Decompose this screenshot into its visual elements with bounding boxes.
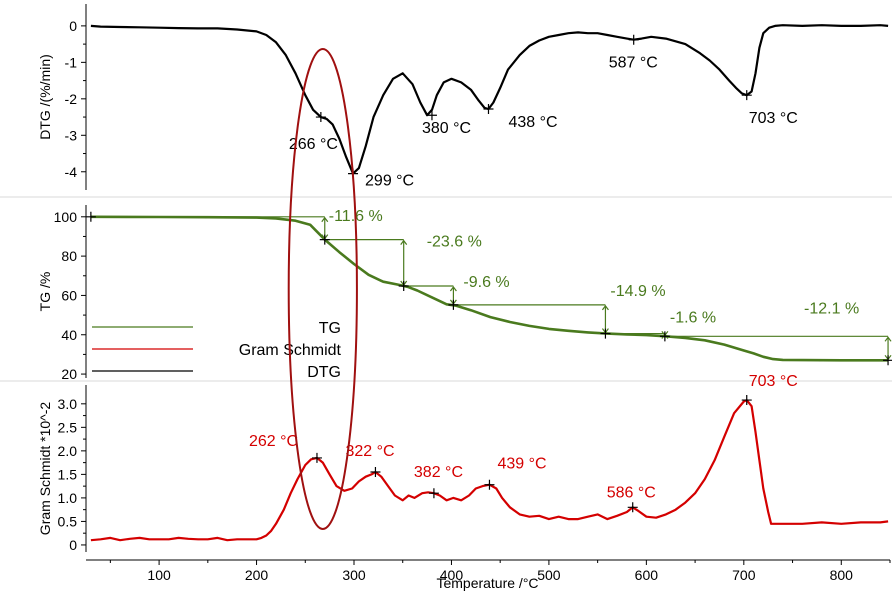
gs-y-tick-label: 2.0 [58, 443, 78, 459]
gs-y-tick-label: 1.0 [58, 490, 78, 506]
x-tick-label: 200 [245, 567, 269, 583]
tg-y-tick-label: 20 [61, 366, 77, 382]
x-tick-label: 600 [635, 567, 659, 583]
x-tick-label: 400 [440, 567, 464, 583]
tg-y-axis-title: TG /% [37, 272, 53, 312]
tg-step-marker [659, 331, 670, 342]
gs-peak-marker [484, 479, 495, 490]
dtg-peak-label: 703 °C [749, 110, 798, 127]
tg-y-tick-label: 40 [61, 327, 77, 343]
dtg-peak-marker [628, 34, 639, 45]
gs-y-tick-label: 2.5 [58, 419, 78, 435]
dtg-peak-marker [426, 110, 437, 121]
tg-y-tick-label: 100 [54, 209, 78, 225]
x-tick-label: 700 [732, 567, 756, 583]
gs-peak-marker [428, 488, 439, 499]
tg-y-tick-label: 80 [61, 248, 77, 264]
dtg-y-tick-label: -3 [65, 127, 78, 143]
gs-y-axis-title: Gram Schmidt *10^-2 [37, 402, 53, 536]
gs-y-tick-label: 3.0 [58, 396, 78, 412]
x-tick-label: 800 [830, 567, 854, 583]
tg-step-label: -1.6 % [670, 310, 716, 327]
gs-peak-label: 322 °C [345, 443, 394, 460]
dtg-peak-marker [741, 90, 752, 101]
gs-peak-label: 703 °C [749, 373, 798, 390]
dtg-peak-marker [315, 112, 326, 123]
dtg-series-line [90, 24, 889, 175]
tg-step-marker [319, 234, 330, 245]
gs-y-tick-label: 0.5 [58, 513, 78, 529]
dtg-y-tick-label: 0 [69, 18, 77, 34]
dtg-peak-label: 587 °C [609, 55, 658, 72]
gs-peak-marker [370, 467, 381, 478]
tg-step-marker [398, 280, 409, 291]
gs-peak-marker [311, 452, 322, 463]
dtg-peak-label: 380 °C [422, 120, 471, 137]
dtg-y-tick-label: -2 [65, 91, 78, 107]
highlight-ellipse [287, 48, 358, 530]
gs-y-tick-label: 0 [69, 537, 77, 553]
tg-series-line [90, 215, 889, 362]
tg-step-marker [85, 211, 96, 222]
tg-step-label: -12.1 % [804, 300, 859, 317]
gs-peak-marker [627, 502, 638, 513]
gs-peak-label: 586 °C [607, 484, 656, 501]
tg-step-label: -9.6 % [463, 274, 509, 291]
gs-peak-label: 382 °C [414, 464, 463, 481]
tg-step-label: -14.9 % [610, 283, 665, 300]
dtg-peak-label: 438 °C [508, 114, 557, 131]
tg-y-tick-label: 60 [61, 287, 77, 303]
gs-peak-marker [741, 395, 752, 406]
gs-peak-label: 262 °C [249, 433, 298, 450]
dtg-peak-label: 266 °C [289, 136, 338, 153]
x-tick-label: 300 [342, 567, 366, 583]
x-tick-label: 500 [537, 567, 561, 583]
gs-peak-label: 439 °C [497, 456, 546, 473]
gs-series-line [90, 399, 889, 542]
gs-y-tick-label: 1.5 [58, 466, 78, 482]
x-tick-label: 100 [147, 567, 171, 583]
tg-step-marker [448, 299, 459, 310]
dtg-peak-label: 299 °C [365, 173, 414, 190]
legend-label: DTG [307, 364, 341, 381]
dtg-y-axis-title: DTG /(%/min) [37, 54, 53, 140]
dtg-y-tick-label: -4 [65, 164, 78, 180]
tg-step-label: -23.6 % [427, 234, 482, 251]
tg-step-marker [600, 328, 611, 339]
x-axis-title: Temperature /°C [436, 575, 538, 591]
tg-step-marker [883, 355, 892, 366]
dtg-y-tick-label: -1 [65, 54, 78, 70]
legend-label: TG [319, 320, 341, 337]
dtg-peak-marker [483, 104, 494, 115]
